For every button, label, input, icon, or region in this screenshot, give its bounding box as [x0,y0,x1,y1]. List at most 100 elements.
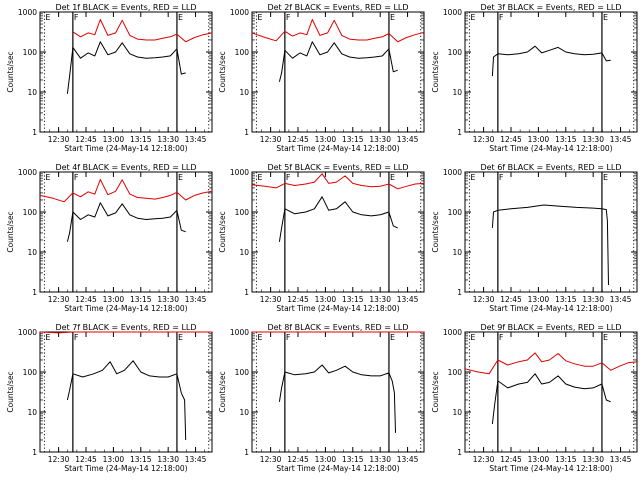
x-tick-label: 13:15 [130,135,152,144]
event-marker-label: E [603,333,608,342]
y-tick-label: 10 [27,248,37,257]
detector-panel-4: Det 4f BLACK = Events, RED = LLD 1 10 100 10… [6,163,213,313]
event-marker-label: F [286,333,291,342]
y-axis-label: Counts/sec [218,371,227,412]
chart-title: Det 5f BLACK = Events, RED = LLD [267,163,408,172]
plot-frame [39,171,213,293]
event-marker-label: E [390,13,395,22]
event-marker-label: E [257,173,262,182]
plot-frame [464,331,638,453]
y-tick-label: 10 [452,408,462,417]
y-tick-label: 1000 [18,328,37,337]
x-tick-label: 12:45 [500,135,522,144]
y-tick-label: 10 [239,408,249,417]
x-tick-label: 13:30 [582,135,604,144]
y-axis-label: Counts/sec [431,371,440,412]
y-tick-label: 1000 [18,168,37,177]
x-tick-label: 13:15 [555,295,577,304]
x-tick-label: 13:00 [315,455,337,464]
x-tick-label: 13:15 [555,455,577,464]
series-line-events [278,196,398,242]
y-tick-label: 1 [32,288,37,297]
chart-title: Det 8f BLACK = Events, RED = LLD [267,323,408,332]
event-marker-label: F [499,173,504,182]
chart-title: Det 7f BLACK = Events, RED = LLD [55,323,196,332]
series-line-events [278,41,398,82]
event-marker-label: E [470,173,475,182]
y-tick-label: 1 [32,448,37,457]
y-tick-label: 10 [452,88,462,97]
event-marker-label: E [470,333,475,342]
plot-frame [251,171,425,293]
x-tick-label: 12:45 [75,455,97,464]
chart-title: Det 1f BLACK = Events, RED = LLD [55,3,196,12]
x-tick-label: 12:30 [473,455,495,464]
x-tick-label: 13:45 [610,295,632,304]
x-tick-label: 12:30 [473,295,495,304]
x-tick-label: 12:30 [260,455,282,464]
x-tick-label: 13:30 [369,295,391,304]
y-tick-label: 1000 [18,8,37,17]
x-tick-label: 13:45 [397,455,419,464]
x-axis-label: Start Time (24-May-14 12:18:00) [276,144,399,153]
y-tick-label: 10 [239,248,249,257]
x-tick-label: 13:30 [157,295,179,304]
x-tick-label: 13:45 [610,135,632,144]
event-marker-label: E [470,13,475,22]
x-tick-label: 13:15 [130,295,152,304]
x-tick-label: 13:15 [555,135,577,144]
event-marker-label: E [178,333,183,342]
y-tick-label: 100 [23,208,38,217]
plot-frame [39,331,213,453]
x-tick-label: 12:30 [473,135,495,144]
event-marker-label: E [603,13,608,22]
y-axis-label: Counts/sec [431,51,440,92]
series-line-events [491,45,611,77]
event-marker-label: E [390,173,395,182]
y-tick-label: 1000 [443,8,462,17]
detector-panel-9: Det 9f BLACK = Events, RED = LLD 1 10 100 10… [431,323,638,473]
series-line-events [491,204,609,286]
detector-panel-5: Det 5f BLACK = Events, RED = LLD 1 10 100 10… [218,163,425,313]
detector-panel-1: Det 1f BLACK = Events, RED = LLD 1 10 100 10… [6,3,213,153]
x-axis-label: Start Time (24-May-14 12:18:00) [489,464,612,473]
y-tick-label: 1 [457,128,462,137]
event-marker-label: F [286,13,291,22]
detector-panel-3: Det 3f BLACK = Events, RED = LLD 1 10 100 10… [431,3,638,153]
x-tick-label: 12:45 [287,295,309,304]
x-tick-label: 13:00 [315,295,337,304]
series-line-lld [251,19,425,43]
y-tick-label: 10 [452,248,462,257]
event-marker-label: E [257,333,262,342]
y-tick-label: 1000 [230,328,249,337]
plot-frame [251,11,425,133]
x-axis-label: Start Time (24-May-14 12:18:00) [489,144,612,153]
series-line-events [66,202,186,242]
x-axis-label: Start Time (24-May-14 12:18:00) [64,304,187,313]
y-tick-label: 1 [32,128,37,137]
x-tick-label: 12:30 [260,135,282,144]
series-line-lld [464,352,638,375]
x-tick-label: 13:00 [528,135,550,144]
x-tick-label: 12:30 [48,455,70,464]
y-tick-label: 1 [244,288,249,297]
plot-frame [39,11,213,133]
x-tick-label: 13:30 [582,455,604,464]
series-line-lld [39,179,213,203]
y-tick-label: 10 [239,88,249,97]
x-tick-label: 12:45 [287,455,309,464]
chart-title: Det 3f BLACK = Events, RED = LLD [480,3,621,12]
series-line-events [491,373,611,425]
x-tick-label: 13:15 [342,295,364,304]
chart-title: Det 2f BLACK = Events, RED = LLD [267,3,408,12]
x-tick-label: 13:30 [157,135,179,144]
x-tick-label: 13:30 [157,455,179,464]
x-tick-label: 13:45 [185,135,207,144]
series-line-lld [72,19,213,43]
y-tick-label: 1 [244,448,249,457]
event-marker-label: F [74,173,79,182]
x-tick-label: 12:45 [287,135,309,144]
y-tick-label: 1000 [443,328,462,337]
x-axis-label: Start Time (24-May-14 12:18:00) [276,464,399,473]
y-axis-label: Counts/sec [218,211,227,252]
